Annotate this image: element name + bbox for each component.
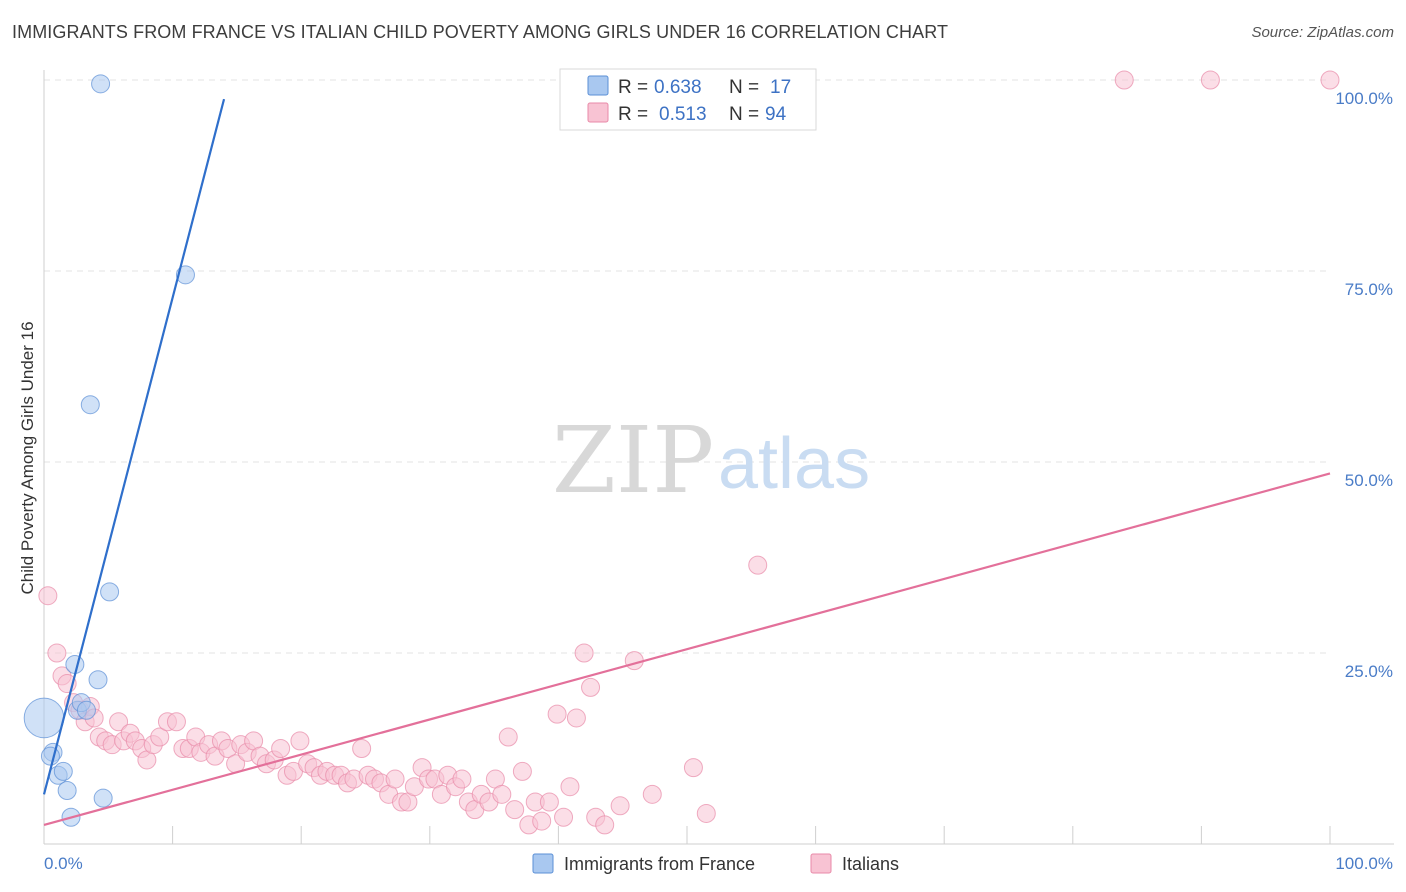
italians-point-21 [166, 712, 186, 732]
italians-point-12 [109, 712, 129, 732]
france-point-14 [100, 582, 120, 602]
legend-n-value-france: 17 [770, 77, 791, 98]
italians-point-71 [498, 727, 518, 747]
italians-point-78 [547, 704, 567, 724]
italians-point-76 [532, 811, 552, 831]
italians-point-54 [385, 769, 405, 789]
italians-point-82 [574, 643, 594, 663]
watermark-atlas: atlas [718, 424, 870, 504]
legend-swatch-france [587, 75, 609, 96]
legend-n-value-italians: 94 [765, 104, 787, 125]
bottom-legend-swatch-italians [810, 853, 832, 874]
italians-point-1 [47, 643, 67, 663]
bottom-legend-label-france: Immigrants from France [564, 854, 755, 874]
legend-r-label-italians: R = [618, 104, 648, 125]
italians-point-81 [566, 708, 586, 728]
legend-r-label-france: R = [618, 77, 648, 98]
x-tick-labels: 0.0% 100.0% [44, 854, 1393, 873]
italians-trend-line [43, 472, 1331, 826]
italians-point-93 [1200, 70, 1220, 90]
y-tick-labels: 25.0% 50.0% 75.0% 100.0% [1335, 89, 1393, 681]
series-italians [38, 70, 1340, 835]
y-axis-title: Child Poverty Among Girls Under 16 [18, 321, 37, 594]
italians-point-91 [748, 555, 768, 575]
italians-point-72 [505, 800, 525, 820]
italians-point-77 [539, 792, 559, 812]
italians-point-83 [581, 677, 601, 697]
france-point-0 [23, 697, 65, 739]
legend: R = 0.638 N = 17 R = 0.513 N = 94 [559, 68, 817, 131]
grid-lines [44, 79, 1330, 654]
france-point-5 [57, 781, 77, 801]
italians-point-87 [624, 651, 644, 671]
legend-r-value-france: 0.638 [654, 77, 702, 98]
legend-r-value-italians: 0.513 [659, 104, 707, 125]
y-tick-label-3: 100.0% [1335, 89, 1393, 108]
italians-point-94 [1320, 70, 1340, 90]
italians-point-73 [512, 761, 532, 781]
italians-point-80 [560, 777, 580, 797]
trend-lines [42, 98, 1331, 826]
chart-title: IMMIGRANTS FROM FRANCE VS ITALIAN CHILD … [12, 22, 949, 42]
france-point-16 [91, 74, 111, 94]
italians-point-70 [492, 784, 512, 804]
italians-point-37 [271, 739, 291, 758]
italians-point-19 [150, 727, 170, 747]
watermark-zip: ZIP [552, 407, 714, 514]
france-trend-line [42, 98, 226, 795]
chart-source: Source: ZipAtlas.com [1251, 24, 1394, 41]
italians-point-88 [642, 784, 662, 804]
watermark: ZIP atlas [552, 407, 870, 514]
italians-point-85 [595, 815, 615, 835]
france-point-15 [175, 265, 195, 285]
italians-point-89 [683, 758, 703, 778]
france-point-11 [80, 395, 100, 415]
series-france [23, 74, 195, 827]
italians-point-92 [1114, 70, 1134, 90]
france-point-7 [65, 654, 85, 674]
france-point-10 [76, 700, 96, 720]
bottom-legend-swatch-france [532, 853, 554, 874]
france-point-12 [88, 670, 108, 690]
france-point-13 [93, 788, 113, 808]
y-tick-label-2: 75.0% [1345, 280, 1393, 299]
legend-swatch-italians [587, 102, 609, 123]
y-tick-label-0: 25.0% [1345, 662, 1393, 681]
italians-point-49 [352, 739, 372, 758]
legend-n-label-france: N = [729, 77, 759, 98]
bottom-legend-label-italians: Italians [842, 854, 899, 874]
legend-n-label-italians: N = [729, 104, 759, 125]
france-point-4 [53, 761, 73, 781]
italians-point-90 [696, 803, 716, 823]
italians-point-40 [290, 731, 310, 751]
italians-point-86 [610, 796, 630, 816]
y-tick-label-1: 50.0% [1345, 471, 1393, 490]
x-tick-label-max: 100.0% [1335, 854, 1393, 873]
x-tick-label-min: 0.0% [44, 854, 83, 873]
italians-point-0 [38, 586, 58, 606]
italians-point-79 [554, 807, 574, 827]
france-point-2 [40, 746, 60, 766]
italians-point-64 [452, 769, 472, 789]
bottom-legend: Immigrants from France Italians [532, 853, 899, 874]
